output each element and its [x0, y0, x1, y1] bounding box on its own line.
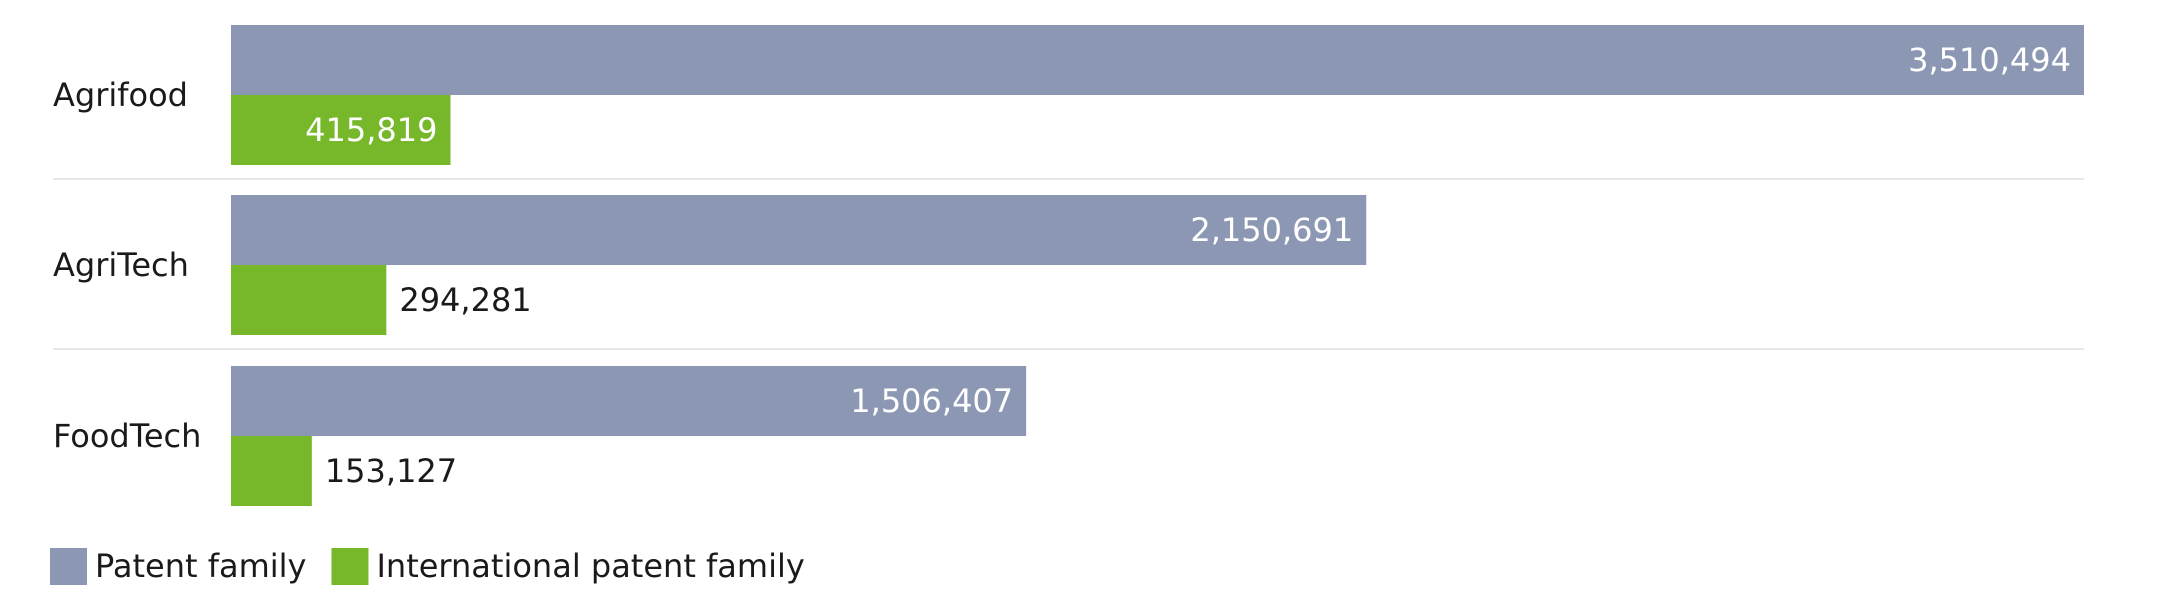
- legend-label: Patent family: [95, 547, 306, 585]
- bar-international-patent-family: [231, 95, 451, 165]
- data-label: 153,127: [325, 452, 457, 490]
- bar-patent-family: [231, 366, 1027, 436]
- category-label: Agrifood: [53, 76, 188, 114]
- data-label: 3,510,494: [1908, 41, 2071, 79]
- data-label: 2,150,691: [1190, 211, 1353, 249]
- data-label: 415,819: [305, 111, 437, 149]
- category-label: FoodTech: [53, 417, 201, 455]
- legend-swatch: [331, 548, 369, 585]
- legend-swatch: [50, 548, 87, 585]
- bar-international-patent-family: [231, 436, 312, 506]
- legend-label: International patent family: [376, 547, 804, 585]
- category-label: AgriTech: [53, 246, 189, 284]
- bar-patent-family: [231, 25, 2084, 95]
- bar-international-patent-family: [231, 265, 387, 335]
- data-label: 294,281: [399, 281, 531, 319]
- bar-patent-family: [231, 195, 1367, 265]
- data-label: 1,506,407: [850, 382, 1013, 420]
